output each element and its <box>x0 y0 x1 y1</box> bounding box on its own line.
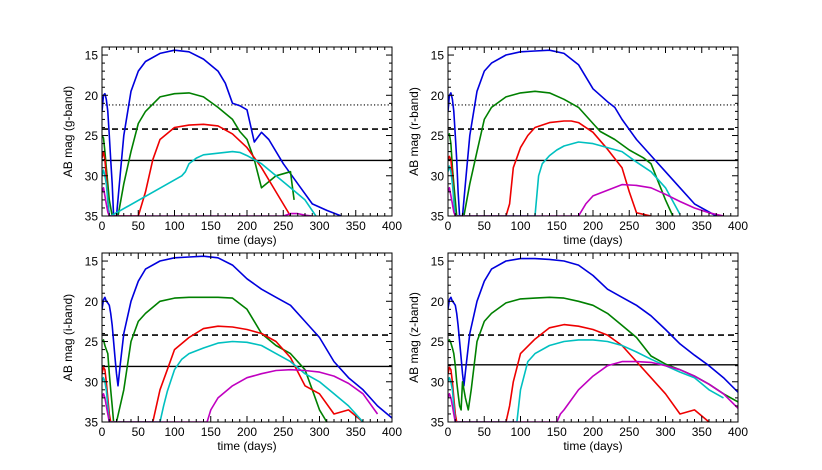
x-tick-label: 400 <box>382 219 402 233</box>
blue-light-curve <box>448 49 717 216</box>
y-axis-label: AB mag (z-band) <box>407 292 421 383</box>
magenta-light-curve <box>102 368 379 422</box>
x-tick-label: 400 <box>728 219 748 233</box>
y-tick-label: 35 <box>431 416 445 430</box>
y-tick-label: 25 <box>85 129 99 143</box>
x-tick-label: 200 <box>583 425 603 439</box>
cyan-light-curve <box>102 340 364 422</box>
x-tick-label: 400 <box>728 425 748 439</box>
x-tick-label: 300 <box>655 425 675 439</box>
x-tick-label: 50 <box>132 219 146 233</box>
x-tick-label: 250 <box>273 425 293 439</box>
y-tick-label: 30 <box>431 169 445 183</box>
green-light-curve <box>102 296 328 422</box>
x-axis-label: time (days) <box>217 233 276 247</box>
magenta-light-curve <box>448 360 738 422</box>
magenta-light-curve <box>448 183 724 216</box>
y-tick-label: 25 <box>431 129 445 143</box>
y-tick-label: 15 <box>431 255 445 269</box>
y-tick-label: 20 <box>431 89 445 103</box>
red-light-curve <box>448 120 652 216</box>
x-tick-label: 350 <box>692 219 712 233</box>
y-tick-label: 35 <box>85 210 99 224</box>
y-tick-label: 25 <box>85 335 99 349</box>
y-axis-label: AB mag (i-band) <box>61 294 75 381</box>
x-tick-label: 0 <box>445 219 452 233</box>
x-axis-label: time (days) <box>563 439 622 453</box>
x-tick-label: 0 <box>99 425 106 439</box>
x-tick-label: 50 <box>478 425 492 439</box>
x-tick-label: 100 <box>510 219 530 233</box>
y-tick-label: 15 <box>85 49 99 63</box>
x-tick-label: 400 <box>382 425 402 439</box>
blue-light-curve <box>448 257 738 393</box>
x-tick-label: 350 <box>346 425 366 439</box>
x-tick-label: 350 <box>346 219 366 233</box>
y-tick-label: 30 <box>431 375 445 389</box>
x-axis-label: time (days) <box>217 439 276 453</box>
x-tick-label: 200 <box>237 425 257 439</box>
x-tick-label: 150 <box>547 219 567 233</box>
x-tick-label: 0 <box>99 219 106 233</box>
y-tick-label: 15 <box>85 255 99 269</box>
y-tick-label: 15 <box>431 49 445 63</box>
x-tick-label: 50 <box>478 219 492 233</box>
y-tick-label: 35 <box>85 416 99 430</box>
plot-frame <box>447 252 739 423</box>
red-light-curve <box>102 123 292 216</box>
x-tick-label: 50 <box>132 425 146 439</box>
cyan-light-curve <box>448 141 681 216</box>
y-tick-label: 20 <box>85 295 99 309</box>
x-tick-label: 100 <box>510 425 530 439</box>
y-axis-label: AB mag (g-band) <box>61 86 75 177</box>
x-tick-label: 300 <box>655 219 675 233</box>
x-tick-label: 150 <box>547 425 567 439</box>
y-tick-label: 35 <box>431 210 445 224</box>
y-axis-label: AB mag (r-band) <box>407 87 421 176</box>
x-tick-label: 250 <box>619 219 639 233</box>
y-tick-label: 20 <box>431 295 445 309</box>
green-light-curve <box>102 92 295 216</box>
x-tick-label: 300 <box>309 425 329 439</box>
blue-light-curve <box>102 255 392 419</box>
x-tick-label: 200 <box>237 219 257 233</box>
x-tick-label: 350 <box>692 425 712 439</box>
cyan-light-curve <box>448 339 724 422</box>
cyan-light-curve <box>102 150 317 216</box>
green-light-curve <box>448 296 738 411</box>
panel-z-band: 0 50 100 150 200 250 300 350 400 15 20 25 30 35 time (… <box>407 252 748 453</box>
x-tick-label: 0 <box>445 425 452 439</box>
y-tick-label: 20 <box>85 89 99 103</box>
x-tick-label: 300 <box>309 219 329 233</box>
y-tick-label: 25 <box>431 335 445 349</box>
green-light-curve <box>448 90 674 216</box>
panel-g-band: 0 50 100 150 200 250 300 350 400 15 20 25 30 35 time (… <box>61 46 402 247</box>
y-tick-label: 30 <box>85 375 99 389</box>
x-tick-label: 150 <box>201 425 221 439</box>
x-tick-label: 150 <box>201 219 221 233</box>
x-tick-label: 250 <box>273 219 293 233</box>
x-tick-label: 250 <box>619 425 639 439</box>
x-tick-label: 200 <box>583 219 603 233</box>
blue-light-curve <box>102 49 342 216</box>
y-tick-label: 30 <box>85 169 99 183</box>
panel-r-band: 0 50 100 150 200 250 300 350 400 15 20 25 30 35 time (… <box>407 46 748 247</box>
x-axis-label: time (days) <box>563 233 622 247</box>
x-tick-label: 100 <box>164 425 184 439</box>
panel-i-band: 0 50 100 150 200 250 300 350 400 15 20 25 30 35 time (… <box>61 252 402 453</box>
magenta-light-curve <box>102 187 313 216</box>
x-tick-label: 100 <box>164 219 184 233</box>
